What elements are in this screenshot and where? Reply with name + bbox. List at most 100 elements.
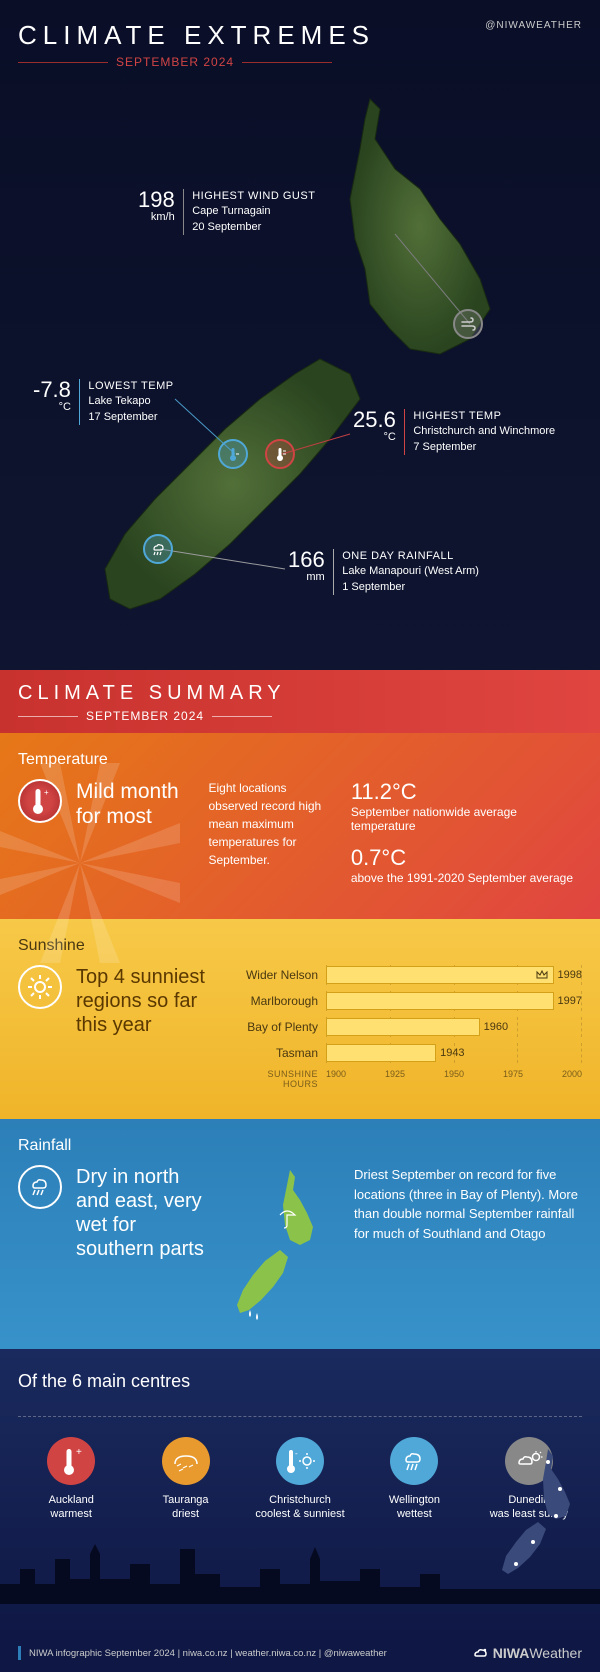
bar-name: Bay of Plenty <box>230 1020 326 1034</box>
bar-wrap: 1997 <box>326 991 582 1011</box>
divider <box>18 1416 582 1417</box>
centre-item: Wellingtonwettest <box>361 1437 467 1522</box>
centre-item: Taurangadriest <box>132 1437 238 1522</box>
bar-value: 1998 <box>558 969 582 981</box>
temperature-details: Eight locations observed record high mea… <box>208 779 336 869</box>
hot-icon <box>265 439 295 469</box>
lowtemp-value: -7.8 <box>33 379 71 401</box>
wind-unit: km/h <box>138 211 175 223</box>
climate-extremes-section: @NIWAWEATHER CLIMATE EXTREMES SEPTEMBER … <box>0 0 600 670</box>
rainfall-headline: Dry in north and east, very wet for sout… <box>76 1165 206 1261</box>
logo-bold: NIWA <box>493 1645 530 1661</box>
rain-map-icon <box>143 534 173 564</box>
centre-city: Christchurch <box>247 1493 353 1507</box>
nz-map-area: 198km/h HIGHEST WIND GUST Cape Turnagain… <box>18 79 582 659</box>
sunshine-axis: SUNSHINE HOURS19001925195019752000 <box>230 1069 582 1089</box>
rain-unit: mm <box>288 571 325 583</box>
centre-desc: warmest <box>18 1507 124 1521</box>
temp-stat1-value: 11.2°C <box>351 779 582 805</box>
centres-title: Of the 6 main centres <box>18 1371 582 1392</box>
centre-icon <box>162 1437 210 1485</box>
hightemp-stat: 25.6°C HIGHEST TEMP Christchurch and Win… <box>353 409 555 455</box>
wind-date: 20 September <box>192 220 315 235</box>
temperature-panel: Temperature + Mild month for most Eight … <box>0 733 600 919</box>
rainfall-details: Driest September on record for five loca… <box>354 1165 582 1243</box>
temp-stat2-value: 0.7°C <box>351 845 582 871</box>
sunshine-bar-row: Bay of Plenty 1960 <box>230 1017 582 1037</box>
footer: NIWA infographic September 2024 | niwa.c… <box>0 1634 600 1672</box>
svg-text:+: + <box>44 788 49 797</box>
logo-light: Weather <box>529 1645 582 1661</box>
temp-stat2-desc: above the 1991-2020 September average <box>351 871 582 885</box>
bar-wrap: 1960 <box>326 1017 582 1037</box>
title-underline: SEPTEMBER 2024 <box>18 55 582 69</box>
hightemp-value: 25.6 <box>353 409 396 431</box>
centre-item: + Aucklandwarmest <box>18 1437 124 1522</box>
centre-item: - Christchurchcoolest & sunniest <box>247 1437 353 1522</box>
summary-underline: SEPTEMBER 2024 <box>18 709 582 723</box>
handle: @NIWAWEATHER <box>485 20 582 31</box>
wind-location: Cape Turnagain <box>192 204 315 219</box>
rainfall-label: Rainfall <box>18 1137 582 1155</box>
cloud-icon <box>471 1644 489 1662</box>
cold-icon <box>218 439 248 469</box>
hightemp-location: Christchurch and Winchmore <box>413 424 555 439</box>
rainfall-stat: 166mm ONE DAY RAINFALL Lake Manapouri (W… <box>288 549 479 595</box>
centre-desc: coolest & sunniest <box>247 1507 353 1521</box>
sunshine-bar-row: Tasman 1943 <box>230 1043 582 1063</box>
sunshine-chart: Wider Nelson 1998 Marlborough 1997 Bay of Pl… <box>230 965 582 1089</box>
bar-wrap: 1943 <box>326 1043 582 1063</box>
centres-mini-map <box>488 1444 588 1584</box>
centre-city: Wellington <box>361 1493 467 1507</box>
centre-icon <box>390 1437 438 1485</box>
subtitle: SEPTEMBER 2024 <box>116 55 234 69</box>
hightemp-date: 7 September <box>413 440 555 455</box>
lowtemp-location: Lake Tekapo <box>88 394 173 409</box>
bar-name: Wider Nelson <box>230 968 326 982</box>
hightemp-unit: °C <box>353 431 396 443</box>
centre-icon: - <box>276 1437 324 1485</box>
rain-label: ONE DAY RAINFALL <box>342 549 479 564</box>
rainfall-panel: Rainfall Dry in north and east, very wet… <box>0 1119 600 1349</box>
bar-value: 1997 <box>558 995 582 1007</box>
summary-subtitle: SEPTEMBER 2024 <box>86 709 204 723</box>
footer-text: NIWA infographic September 2024 | niwa.c… <box>29 1648 387 1659</box>
svg-text:-: - <box>295 1449 298 1458</box>
svg-text:+: + <box>76 1447 82 1458</box>
centre-desc: driest <box>132 1507 238 1521</box>
sunshine-headline: Top 4 sunniest regions so far this year <box>76 965 216 1089</box>
wind-icon <box>453 309 483 339</box>
wind-label: HIGHEST WIND GUST <box>192 189 315 204</box>
bar-value: 1960 <box>484 1021 508 1033</box>
rain-icon <box>18 1165 62 1209</box>
centre-icon: + <box>47 1437 95 1485</box>
summary-title: CLIMATE SUMMARY <box>18 682 582 705</box>
lowtemp-unit: °C <box>33 401 71 413</box>
centres-panel: Of the 6 main centres + Aucklandwarmest Ta… <box>0 1349 600 1634</box>
sunshine-bar-row: Wider Nelson 1998 <box>230 965 582 985</box>
footer-accent <box>18 1646 21 1660</box>
centre-desc: wettest <box>361 1507 467 1521</box>
bar-value: 1943 <box>440 1047 464 1059</box>
sun-icon <box>18 965 62 1009</box>
temp-stat1-desc: September nationwide average temperature <box>351 805 582 833</box>
lowtemp-stat: -7.8°C LOWEST TEMP Lake Tekapo 17 Septem… <box>33 379 174 425</box>
bar-wrap: 1998 <box>326 965 582 985</box>
hightemp-label: HIGHEST TEMP <box>413 409 555 424</box>
bar-name: Tasman <box>230 1046 326 1060</box>
centre-city: Auckland <box>18 1493 124 1507</box>
centre-city: Tauranga <box>132 1493 238 1507</box>
bar-name: Marlborough <box>230 994 326 1008</box>
sunshine-bar-row: Marlborough 1997 <box>230 991 582 1011</box>
crown-icon <box>535 968 549 982</box>
rain-location: Lake Manapouri (West Arm) <box>342 564 479 579</box>
niwa-logo: NIWAWeather <box>471 1644 582 1662</box>
wind-value: 198 <box>138 189 175 211</box>
lowtemp-label: LOWEST TEMP <box>88 379 173 394</box>
summary-header: CLIMATE SUMMARY SEPTEMBER 2024 <box>0 670 600 733</box>
rain-date: 1 September <box>342 580 479 595</box>
thermometer-hot-icon: + <box>18 779 62 823</box>
lowtemp-date: 17 September <box>88 410 173 425</box>
rain-value: 166 <box>288 549 325 571</box>
wind-stat: 198km/h HIGHEST WIND GUST Cape Turnagain… <box>138 189 315 235</box>
